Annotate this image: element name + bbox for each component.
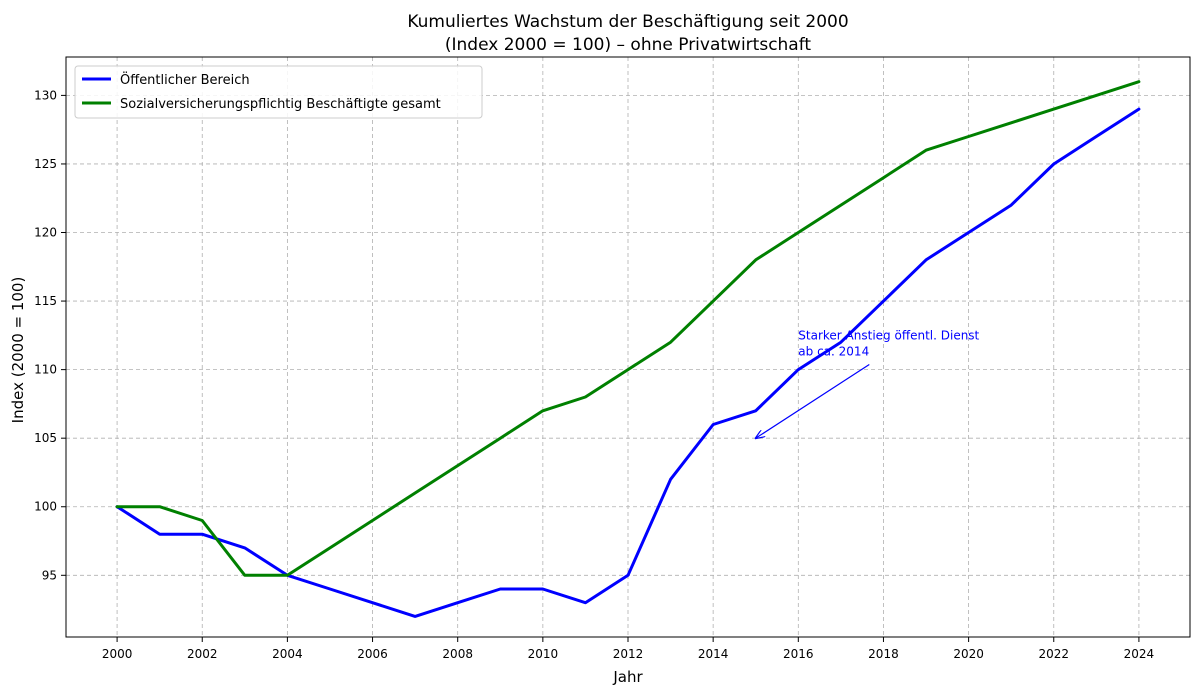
annotation-arrow: [756, 363, 870, 438]
grid: [66, 57, 1190, 637]
legend-box: [74, 65, 483, 119]
legend: Öffentlicher Bereich Sozialversicherungs…: [74, 65, 483, 119]
y-tick-label: 105: [34, 431, 57, 445]
y-tick-label: 120: [34, 226, 57, 240]
x-tick-label: 2004: [272, 647, 303, 661]
x-tick-label: 2014: [698, 647, 729, 661]
annotation-text-line1: Starker Anstieg öffentl. Dienst: [798, 328, 979, 342]
y-tick-label: 100: [34, 500, 57, 514]
x-tick-label: 2006: [357, 647, 388, 661]
series-line-total-employment: [115, 80, 1141, 577]
y-tick-label: 115: [34, 294, 57, 308]
y-axis-title: Index (2000 = 100): [9, 277, 27, 424]
annotation-text-line2: ab ca. 2014: [798, 344, 869, 358]
x-axis-ticks: 2000 2002 2004 2006 2008 2010 2012 2014 2016 2018…: [102, 637, 1154, 661]
x-tick-label: 2016: [783, 647, 814, 661]
chart-title-line1: Kumuliertes Wachstum der Beschäftigung s…: [407, 12, 848, 32]
chart-title-line2: (Index 2000 = 100) – ohne Privatwirtscha…: [445, 35, 812, 55]
x-tick-label: 2022: [1038, 647, 1069, 661]
legend-label-public: Öffentlicher Bereich: [120, 71, 250, 88]
series-lines: [115, 80, 1141, 618]
x-tick-label: 2020: [953, 647, 984, 661]
y-tick-label: 110: [34, 363, 57, 377]
x-tick-label: 2024: [1124, 647, 1155, 661]
x-axis-title: Jahr: [612, 668, 643, 686]
x-tick-label: 2002: [187, 647, 218, 661]
x-tick-label: 2008: [442, 647, 473, 661]
x-tick-label: 2000: [102, 647, 133, 661]
y-tick-label: 95: [42, 568, 57, 582]
annotation: Starker Anstieg öffentl. Dienst ab ca. 2…: [756, 328, 980, 438]
y-axis-ticks: 95 100 105 110 115 120 125 130: [34, 88, 66, 582]
x-tick-label: 2010: [528, 647, 559, 661]
y-tick-label: 130: [34, 88, 57, 102]
y-tick-label: 125: [34, 157, 57, 171]
legend-label-total: Sozialversicherungspflichtig Beschäftigt…: [120, 97, 441, 112]
x-tick-label: 2012: [613, 647, 644, 661]
x-tick-label: 2018: [868, 647, 899, 661]
